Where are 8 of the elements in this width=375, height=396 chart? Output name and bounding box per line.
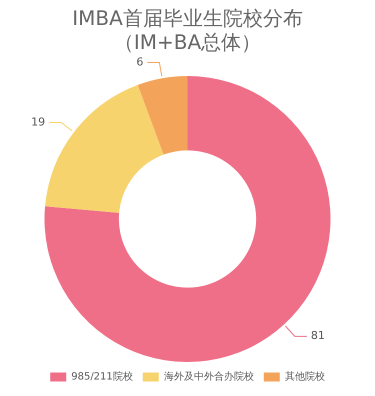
data-label: 19 — [31, 115, 46, 128]
data-label: 81 — [310, 329, 325, 342]
data-label: 6 — [136, 55, 144, 68]
legend-label: 985/211院校 — [71, 370, 133, 383]
legend-label: 海外及中外合办院校 — [164, 370, 254, 383]
chart-title: IMBA首届毕业生院校分布 — [72, 6, 303, 30]
chart-subtitle: （IM+BA总体） — [114, 30, 262, 54]
legend-label: 其他院校 — [284, 370, 325, 383]
